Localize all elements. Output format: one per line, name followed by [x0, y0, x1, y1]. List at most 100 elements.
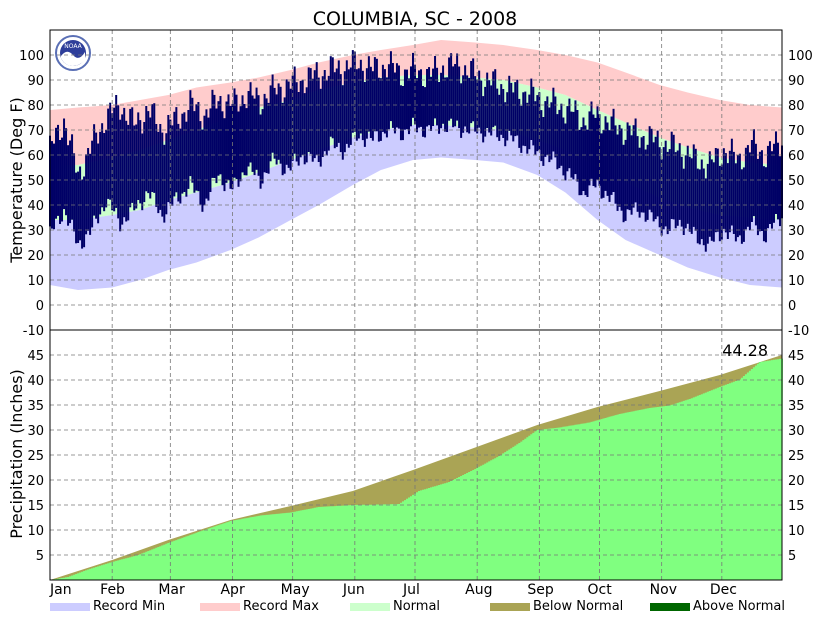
observed-temp-bar [644, 149, 647, 222]
observed-temp-bar [770, 151, 773, 229]
observed-temp-bar [125, 120, 128, 222]
observed-temp-bar [211, 89, 214, 178]
noaa-logo-text: NOAA [64, 43, 82, 50]
observed-temp-bar [387, 64, 390, 130]
observed-temp-bar [401, 86, 404, 141]
observed-temp-bar [532, 86, 535, 146]
observed-temp-bar [411, 52, 414, 118]
observed-temp-bar [520, 105, 523, 153]
precip-tick-label-right: 45 [788, 349, 805, 364]
observed-temp-bar [708, 151, 711, 237]
observed-temp-bar [582, 117, 585, 191]
observed-temp-bar [504, 102, 507, 147]
observed-temp-bar [179, 128, 182, 204]
observed-temp-bar [201, 129, 204, 212]
precip-tick-label-left: 20 [27, 474, 44, 489]
observed-temp-bar [736, 155, 739, 238]
observed-temp-bar [317, 77, 320, 162]
observed-temp-bar [476, 79, 479, 134]
observed-temp-bar [239, 106, 242, 182]
precipitation-axis-label: Precipitation (Inches) [7, 369, 26, 539]
temp-tick-label-left: -10 [23, 324, 44, 339]
observed-temp-bar [323, 70, 326, 152]
observed-temp-bar [452, 66, 455, 128]
observed-temp-bar [393, 72, 396, 134]
observed-temp-bar [331, 57, 334, 139]
observed-temp-bar [496, 88, 499, 138]
observed-temp-bar [77, 171, 80, 243]
observed-temp-bar [722, 148, 725, 229]
observed-temp-bar [604, 116, 607, 191]
observed-temp-bar [351, 50, 354, 133]
month-label: Apr [220, 582, 244, 598]
observed-temp-bar [69, 140, 72, 224]
observed-temp-bar [281, 102, 284, 176]
observed-temp-bar [626, 122, 629, 210]
observed-temp-bar [656, 130, 659, 217]
observed-temp-bar [490, 85, 493, 136]
precip-total-label: 44.28 [722, 341, 768, 360]
observed-temp-bar [365, 68, 368, 139]
observed-temp-bar [510, 82, 513, 136]
observed-temp-bar [472, 58, 475, 122]
observed-temp-bar [680, 156, 683, 227]
temp-tick-label-left: 30 [27, 224, 44, 239]
observed-temp-bar [259, 114, 262, 189]
observed-temp-bar [199, 121, 202, 205]
observed-temp-bar [135, 124, 138, 209]
observed-temp-bar [434, 56, 437, 119]
observed-temp-bar [181, 113, 184, 194]
observed-temp-bar [233, 88, 236, 178]
observed-temp-bar [732, 151, 735, 234]
precip-tick-label-right: 40 [788, 374, 805, 389]
precipitation-panel [49, 355, 783, 580]
observed-temp-bar [197, 102, 200, 192]
observed-temp-bar [652, 142, 655, 222]
observed-temp-bar [704, 178, 707, 252]
observed-temp-bar [524, 91, 527, 147]
observed-temp-bar [658, 147, 661, 228]
observed-temp-bar [686, 145, 689, 224]
legend-swatch [490, 603, 530, 611]
observed-temp-bar [422, 86, 425, 137]
observed-temp-bar [558, 109, 561, 169]
observed-temp-bar [506, 92, 509, 141]
observed-temp-bar [702, 168, 705, 246]
observed-temp-bar [758, 151, 761, 232]
observed-temp-bar [676, 150, 679, 226]
observed-temp-bar [544, 101, 547, 157]
observed-temp-bar [580, 127, 583, 196]
observed-temp-bar [500, 84, 503, 135]
observed-temp-bar [762, 166, 765, 242]
observed-temp-bar [151, 104, 154, 192]
observed-temp-bar [616, 134, 619, 211]
observed-temp-bar [399, 85, 402, 141]
observed-temp-bar [630, 135, 633, 215]
observed-temp-bar [147, 111, 150, 194]
observed-temp-bar [634, 118, 637, 203]
observed-temp-bar [87, 148, 90, 231]
observed-temp-bar [632, 125, 635, 208]
observed-temp-bar [343, 71, 346, 153]
observed-temp-bar [750, 140, 753, 222]
observed-temp-bar [534, 101, 537, 155]
observed-temp-bar [486, 72, 489, 128]
observed-temp-bar [440, 72, 443, 129]
observed-temp-bar [706, 163, 709, 244]
observed-temp-bar [600, 133, 603, 199]
observed-temp-bar [253, 98, 256, 176]
observed-temp-bar [275, 94, 278, 165]
observed-temp-bar [584, 125, 587, 196]
observed-precip-area [49, 358, 783, 580]
noaa-logo: NOAA [55, 35, 91, 71]
observed-temp-bar [554, 96, 557, 158]
observed-temp-bar [347, 69, 350, 148]
observed-temp-bar [297, 92, 300, 166]
observed-temp-bar [568, 98, 571, 169]
observed-temp-bar [55, 127, 58, 219]
observed-temp-bar [420, 69, 423, 127]
observed-temp-bar [662, 147, 665, 230]
observed-temp-bar [588, 111, 591, 186]
observed-temp-bar [562, 117, 565, 176]
